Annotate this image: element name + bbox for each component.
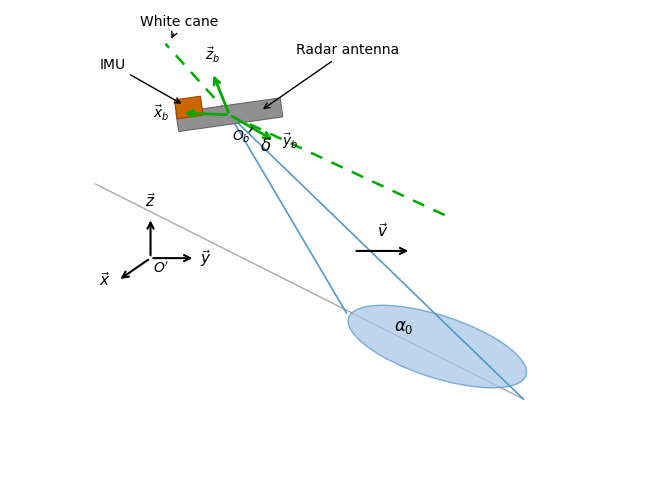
Text: $\vec{z}_b$: $\vec{z}_b$ [205, 46, 220, 65]
Text: Radar antenna: Radar antenna [264, 43, 400, 109]
Text: $O_b$: $O_b$ [232, 128, 250, 144]
Text: $\vec{v}$: $\vec{v}$ [377, 222, 388, 240]
Text: IMU: IMU [99, 57, 180, 103]
Polygon shape [176, 98, 283, 131]
Text: $\vec{y}$: $\vec{y}$ [200, 248, 212, 269]
Text: White cane: White cane [140, 14, 218, 37]
Text: $\vec{z}$: $\vec{z}$ [145, 192, 156, 210]
Text: $\vec{y}_b$: $\vec{y}_b$ [282, 131, 298, 151]
Ellipse shape [348, 305, 526, 388]
Text: $\delta$: $\delta$ [259, 137, 271, 155]
Text: $\alpha_0$: $\alpha_0$ [395, 318, 414, 337]
Text: $\vec{x}$: $\vec{x}$ [99, 272, 111, 290]
Text: $O'$: $O'$ [153, 261, 169, 276]
Text: $\vec{x}_b$: $\vec{x}_b$ [153, 104, 170, 122]
Polygon shape [174, 96, 203, 119]
